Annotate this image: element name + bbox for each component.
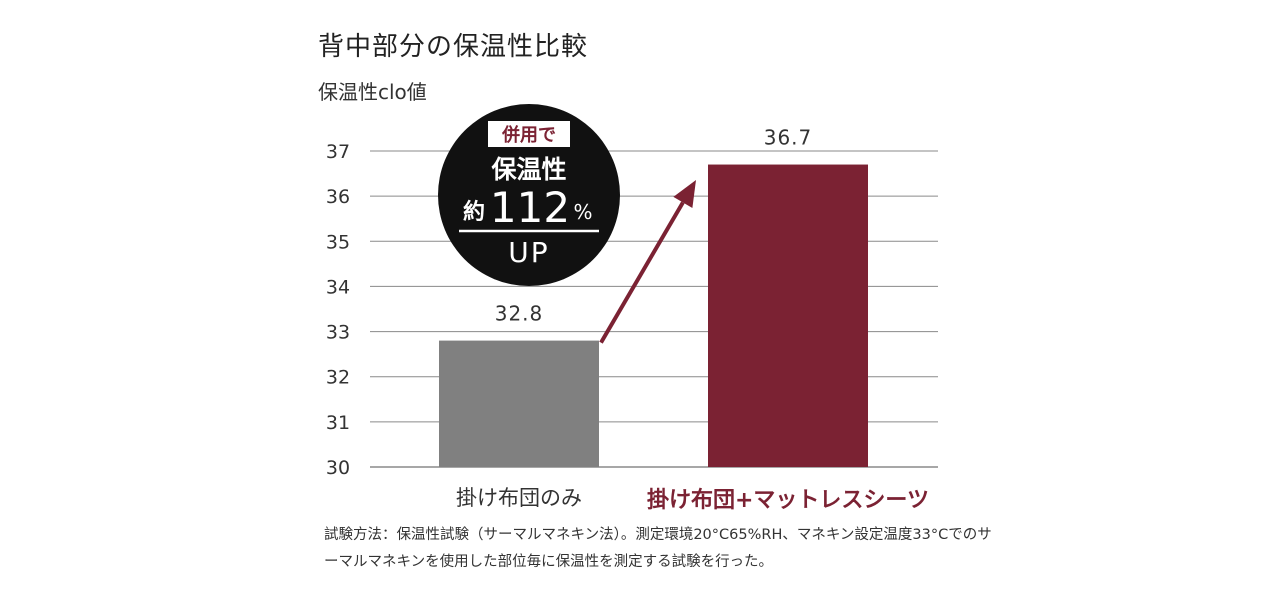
y-tick-label-33: 33 xyxy=(326,322,350,344)
y-tick-label-30: 30 xyxy=(326,457,350,479)
bar-futon-only xyxy=(439,340,599,467)
badge-number: 112 xyxy=(490,183,570,232)
data-label-0: 32.8 xyxy=(495,302,544,326)
badge-line1: 保温性 xyxy=(490,155,566,184)
y-tick-label-31: 31 xyxy=(326,412,350,434)
badge-prefix: 約 xyxy=(463,199,485,225)
badge-circle xyxy=(438,104,620,286)
bar-futon-mattress xyxy=(708,164,868,468)
badge-line3: UP xyxy=(508,236,549,269)
category-label-futon-only: 掛け布団のみ xyxy=(456,486,582,510)
y-tick-label-34: 34 xyxy=(326,276,350,298)
y-tick-label-36: 36 xyxy=(326,186,350,208)
data-label-1: 36.7 xyxy=(764,126,813,150)
category-label-futon-mattress: 掛け布団+マットレスシーツ xyxy=(647,488,929,513)
badge-tag-bg xyxy=(488,121,570,147)
badge-tag-text: 併用で xyxy=(501,124,556,146)
y-axis-label: 保温性clo値 xyxy=(318,80,427,104)
test-method-note: 試験方法：保温性試験（サーマルマネキン法）。測定環境20°C65%RH、マネキン… xyxy=(324,527,992,570)
y-tick-label-32: 32 xyxy=(326,367,350,389)
y-tick-label-37: 37 xyxy=(326,141,350,163)
increase-arrow-head xyxy=(673,180,696,208)
chart-title: 背中部分の保温性比較 xyxy=(318,32,589,62)
y-tick-label-35: 35 xyxy=(326,231,350,253)
badge-unit: % xyxy=(573,200,592,224)
increase-arrow-shaft xyxy=(599,201,685,344)
